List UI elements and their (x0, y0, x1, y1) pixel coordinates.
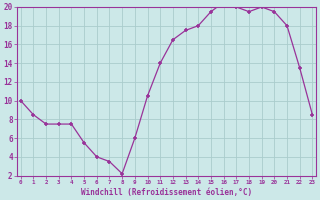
X-axis label: Windchill (Refroidissement éolien,°C): Windchill (Refroidissement éolien,°C) (81, 188, 252, 197)
